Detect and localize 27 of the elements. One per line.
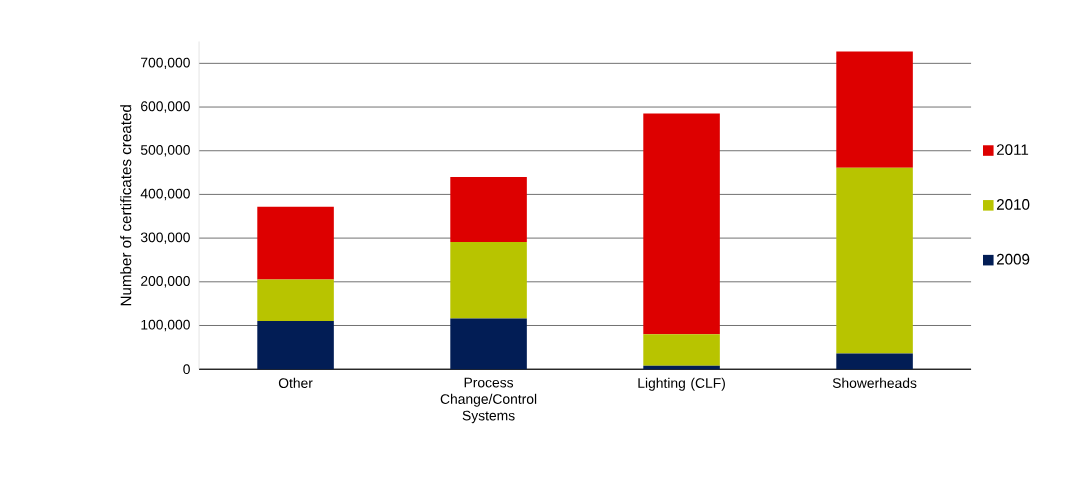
x-tick-label: Showerheads bbox=[832, 377, 917, 388]
bar bbox=[836, 51, 913, 168]
bar bbox=[257, 206, 334, 280]
y-tick-label: 500,000 bbox=[140, 145, 190, 157]
legend-label: 2010 bbox=[996, 199, 1030, 210]
y-tick-label: 300,000 bbox=[140, 232, 190, 244]
y-tick-label: 200,000 bbox=[141, 276, 190, 288]
bar bbox=[450, 242, 527, 319]
bar bbox=[836, 167, 913, 354]
bar bbox=[257, 279, 334, 322]
bar bbox=[643, 113, 720, 335]
x-tick-label: Process Change/Control Systems bbox=[440, 377, 537, 424]
y-tick-label: 0 bbox=[183, 364, 190, 375]
bar bbox=[643, 334, 720, 366]
bar bbox=[450, 318, 527, 370]
y-axis-title: Number of certificates created bbox=[120, 105, 132, 306]
bar bbox=[257, 321, 334, 370]
y-tick-label: 700,000 bbox=[141, 57, 190, 70]
y-tick-label: 400,000 bbox=[140, 188, 190, 201]
bar bbox=[836, 353, 913, 370]
bar bbox=[450, 176, 527, 243]
x-tick-label: Other bbox=[278, 377, 313, 388]
legend-label: 2011 bbox=[996, 144, 1029, 155]
x-tick-label: Lighting (CLF) bbox=[638, 377, 725, 391]
y-tick-label: 100,000 bbox=[141, 319, 190, 332]
legend-label: 2009 bbox=[996, 253, 1030, 265]
y-tick-label: 600,000 bbox=[141, 101, 190, 113]
